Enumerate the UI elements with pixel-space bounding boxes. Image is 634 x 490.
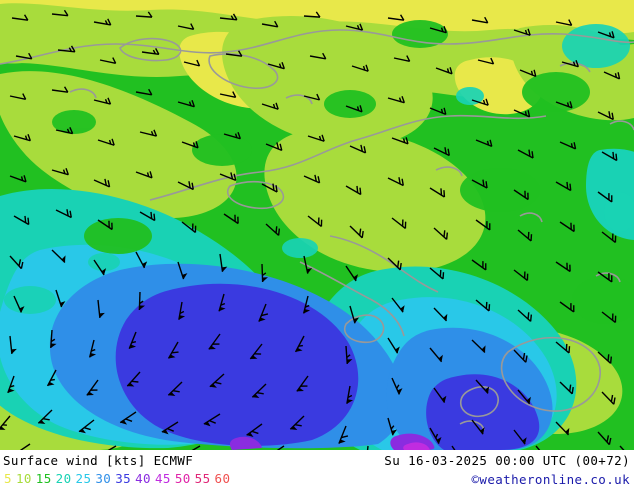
wind-band-40-plus: [229, 433, 435, 450]
legend-entry-55[interactable]: 55: [194, 471, 211, 486]
coastline-layer: [0, 29, 634, 431]
legend-entry-10[interactable]: 10: [15, 471, 32, 486]
wind-band-light-green-speckle: [52, 20, 634, 324]
map-footer: Surface wind [kts] ECMWF Su 16-03-2025 0…: [0, 450, 634, 490]
legend-entry-30[interactable]: 30: [95, 471, 112, 486]
legend-entry-5[interactable]: 5: [4, 471, 12, 486]
wind-speed-legend: 5 10 15 20 25 30 35 40 45 50 55 60: [4, 472, 230, 486]
run-valid-time: Su 16-03-2025 00:00 UTC (00+72): [384, 453, 630, 468]
legend-entry-40[interactable]: 40: [135, 471, 151, 486]
legend-entry-45[interactable]: 45: [154, 471, 171, 486]
surface-wind-map[interactable]: [0, 0, 634, 450]
legend-entry-20[interactable]: 20: [55, 471, 72, 486]
map-canvas: [0, 0, 634, 450]
legend-entry-15[interactable]: 15: [35, 471, 52, 486]
legend-entry-50[interactable]: 50: [174, 471, 191, 486]
product-title: Surface wind [kts] ECMWF: [3, 453, 194, 468]
legend-entry-60[interactable]: 60: [214, 471, 231, 486]
wind-band-35-40: [115, 283, 540, 450]
legend-entry-25[interactable]: 25: [75, 471, 92, 486]
legend-entry-35[interactable]: 35: [115, 471, 132, 486]
copyright-credit[interactable]: ©weatheronline.co.uk: [471, 472, 630, 487]
